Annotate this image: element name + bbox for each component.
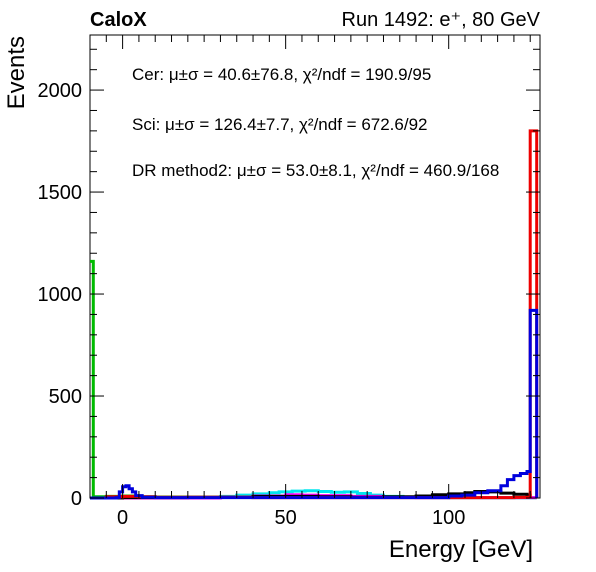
fit-annotation-2: Sci: μ±σ = 126.4±7.7, χ²/ndf = 672.6/92 — [132, 115, 428, 134]
series-line-6 — [90, 308, 539, 500]
x-tick-label: 50 — [275, 507, 297, 529]
header-right: Run 1492: e⁺, 80 GeV — [342, 9, 541, 31]
y-axis: 0 500 1000 1500 2000 — [38, 48, 540, 510]
x-axis: 0 50 100 — [89, 35, 531, 529]
fit-annotation-3: DR method2: μ±σ = 53.0±8.1, χ²/ndf = 460… — [132, 161, 499, 180]
x-axis-title: Energy [GeV] — [389, 536, 533, 563]
y-tick-label: 500 — [49, 386, 82, 408]
x-tick-label: 100 — [432, 507, 465, 529]
y-tick-label: 1500 — [38, 182, 83, 204]
y-tick-label: 2000 — [38, 80, 83, 102]
y-tick-label: 0 — [71, 488, 82, 510]
series-line-1 — [90, 259, 539, 500]
x-tick-label: 0 — [117, 507, 128, 529]
fit-annotation-1: Cer: μ±σ = 40.6±76.8, χ²/ndf = 190.9/95 — [132, 65, 431, 84]
plot-frame — [89, 34, 541, 499]
plot-area: 0 50 100 0 500 1000 1500 2000 — [38, 34, 541, 529]
header-left: CaloX — [90, 9, 147, 31]
series-layer — [90, 129, 539, 500]
y-tick-label: 1000 — [38, 284, 83, 306]
series-line-5 — [90, 129, 539, 500]
fit-annotations: Cer: μ±σ = 40.6±76.8, χ²/ndf = 190.9/95 S… — [132, 65, 499, 180]
y-axis-title: Events — [3, 36, 30, 109]
